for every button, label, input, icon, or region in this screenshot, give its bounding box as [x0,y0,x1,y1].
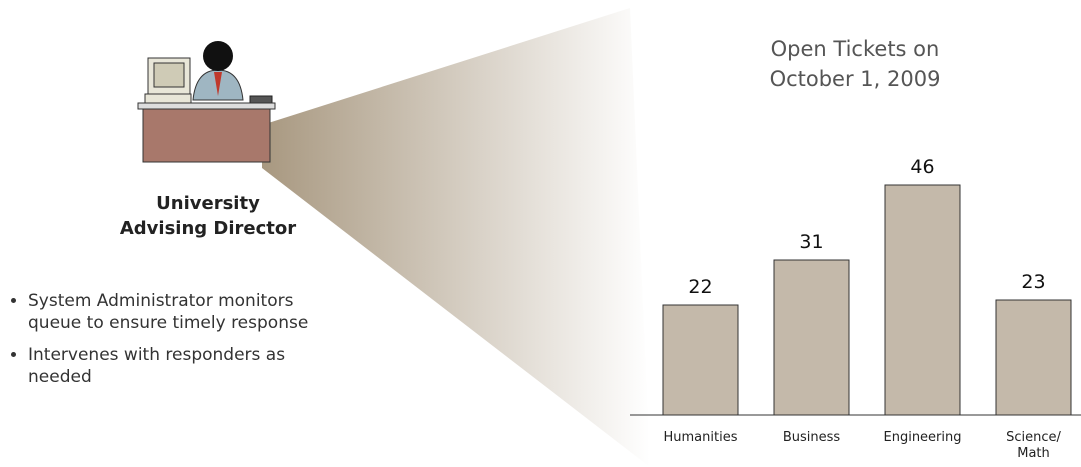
caption-line: University [156,193,260,214]
bar [884,184,961,416]
x-tick-label: Science/ Math [1006,430,1061,461]
advisor-illustration [137,41,276,163]
bullet: System Administrator monitors queue to e… [28,290,328,334]
beam [262,8,650,467]
value-label: 22 [688,276,712,298]
bullet-list: System Administrator monitors queue to e… [6,290,328,398]
value-label: 46 [910,156,934,178]
x-tick-label: Humanities [663,430,738,445]
bar [662,304,739,416]
bar [995,299,1072,416]
value-label: 31 [799,231,823,253]
caption-line: Advising Director [119,218,297,239]
chart-title: Open Tickets on October 1, 2009 [769,37,941,91]
bar [773,259,850,416]
x-tick-label: Business [782,430,841,445]
bullet: Intervenes with responders as needed [28,344,328,388]
x-tick-label: Engineering [883,430,962,445]
value-label: 23 [1021,271,1045,293]
